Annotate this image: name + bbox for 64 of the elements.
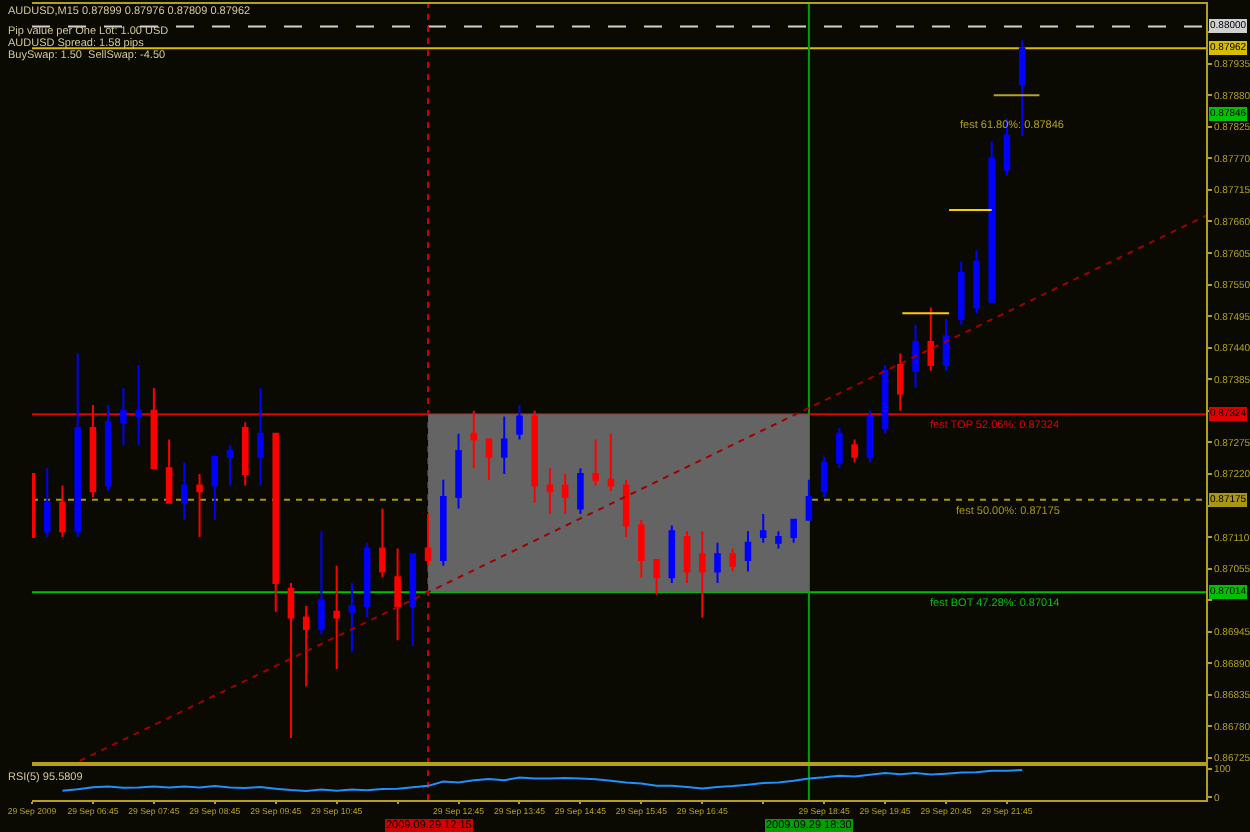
candlestick [729,547,737,573]
candlestick [592,438,599,487]
candlestick [470,409,478,470]
candlestick [150,386,158,470]
candlestick [638,518,645,579]
candlestick [241,421,249,487]
candlestick [973,249,980,315]
candlestick [226,444,234,487]
candlestick [927,306,935,372]
candlestick [165,438,173,504]
candlestick [744,530,752,573]
candlestick [561,472,569,516]
candlestick [577,467,584,516]
candlestick [714,541,721,584]
candlestick [836,427,843,470]
candlestick [257,386,264,487]
candlestick [653,559,660,596]
candlestick [135,363,142,447]
candlestick [196,472,203,539]
candlestick [546,467,554,516]
candlestick [424,513,432,567]
candlestick [43,467,51,539]
candlestick [683,530,691,584]
candlestick [1018,39,1026,137]
candlestick [881,363,889,435]
candlestick [988,140,995,303]
candlestick [394,547,401,642]
candlestick [363,541,371,619]
candlestick [775,530,782,550]
candlestick [74,352,81,539]
candlestick [455,432,462,510]
candlestick [851,438,858,464]
candlestick [272,432,280,613]
candlestick [897,352,904,412]
candlestick [379,507,386,579]
candlestick [500,415,508,475]
candlestick [211,455,219,521]
candlestick [820,455,828,498]
candlestick [699,530,706,619]
candlestick [409,553,417,648]
candlestick [348,581,356,653]
candlestick [790,518,797,544]
candlestick [866,409,874,464]
candlestick [59,484,66,539]
candlestick [668,524,676,584]
candlestick [181,461,188,521]
candlestick [104,404,112,493]
candlestick [912,323,919,389]
candlestick [759,513,767,544]
candlestick [120,386,127,447]
candlestick [805,478,813,521]
candlestick [516,404,523,441]
candlestick [287,581,295,739]
candlestick [318,530,325,636]
candlestick [622,478,630,539]
candlestick [440,478,447,567]
candlestick [957,260,965,326]
candlestick [607,432,615,493]
candlestick [942,318,950,372]
candlestick [302,604,310,688]
candlestick [89,404,97,498]
candlestick [333,564,340,671]
candlestick [485,438,493,481]
candlestick [531,409,538,504]
